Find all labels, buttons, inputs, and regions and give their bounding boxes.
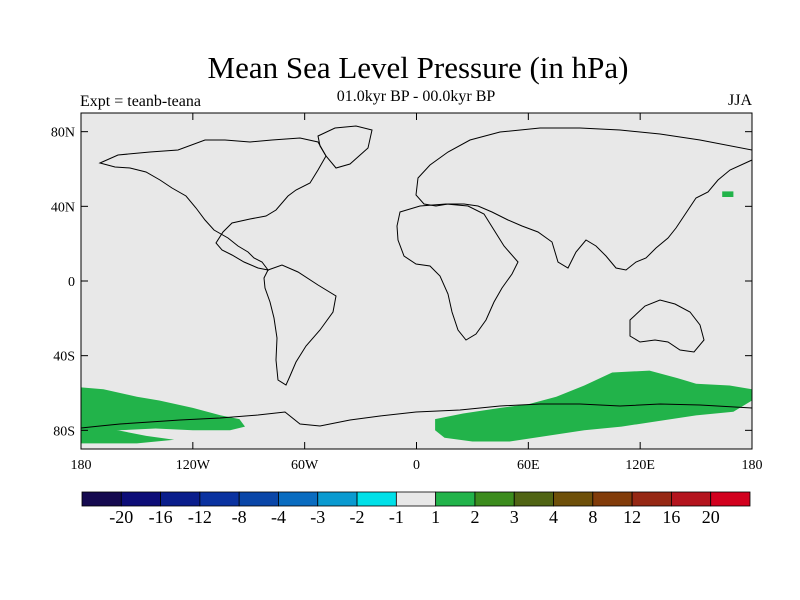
y-tick-label: 40S <box>53 350 75 365</box>
map-subtitle: 01.0kyr BP - 00.0kyr BP <box>336 88 496 105</box>
colorbar-swatch <box>356 491 397 507</box>
x-tick-label: 180 <box>71 458 92 473</box>
colorbar-swatch <box>160 491 201 507</box>
colorbar-label: 12 <box>623 507 641 527</box>
coastline-africa <box>396 203 519 341</box>
colorbar-swatch <box>631 491 672 507</box>
colorbar-label: 3 <box>510 507 519 527</box>
colorbar-swatch <box>671 491 712 507</box>
colorbar-label: 20 <box>702 507 720 527</box>
x-tick-label: 180 <box>742 458 763 473</box>
colorbar-label: -8 <box>232 507 247 527</box>
anomaly-region-north-pacific-patch <box>722 191 734 197</box>
latitude-axis: 80N 40N 0 40S 80S <box>51 126 752 439</box>
anomaly-region-antarctic-indian-sector <box>435 370 752 442</box>
colorbar-label: 8 <box>588 507 597 527</box>
colorbar-swatch <box>395 491 437 507</box>
colorbar-label: -4 <box>271 507 286 527</box>
x-tick-label: 120W <box>176 458 211 473</box>
colorbar-label: -1 <box>389 507 404 527</box>
colorbar-label: 2 <box>470 507 479 527</box>
map-title: Mean Sea Level Pressure (in hPa) <box>207 50 629 85</box>
colorbar-swatch <box>435 491 476 507</box>
y-tick-label: 80S <box>53 424 75 439</box>
colorbar-label: -12 <box>188 507 212 527</box>
experiment-label: Expt = teanb-teana <box>80 93 201 110</box>
colorbar-swatch <box>120 491 161 507</box>
colorbar-label: 16 <box>662 507 680 527</box>
colorbar-swatch <box>592 491 633 507</box>
colorbar-swatch <box>81 491 122 507</box>
y-tick-label: 40N <box>51 200 75 215</box>
colorbar-swatch <box>710 491 751 507</box>
coastline-australia <box>629 299 705 353</box>
colorbar-label: -16 <box>149 507 173 527</box>
colorbar-swatch <box>238 491 279 507</box>
longitude-axis: 180 120W 60W 0 60E 120E 180 <box>71 113 763 473</box>
colorbar-label: -2 <box>350 507 365 527</box>
colorbar-swatch <box>553 491 594 507</box>
coastline-antarctica <box>80 403 753 429</box>
colorbar-label: 4 <box>549 507 558 527</box>
coastline-eurasia <box>415 127 753 271</box>
y-tick-label: 80N <box>51 126 75 141</box>
map-panel: 80N 40N 0 40S 80S 180 120W 60W 0 60E 120E 180 <box>51 112 763 473</box>
anomaly-region-south-pacific-high-lat <box>81 387 245 431</box>
x-tick-label: 60E <box>517 458 540 473</box>
coastline-layer <box>80 125 753 429</box>
colorbar-swatch <box>513 491 554 507</box>
x-tick-label: 120E <box>625 458 655 473</box>
colorbar-swatch <box>278 491 319 507</box>
colorbar-swatch <box>474 491 515 507</box>
colorbar-swatch <box>317 491 358 507</box>
season-label: JJA <box>727 92 752 109</box>
coastline-south-america <box>263 264 337 386</box>
coastline-north-america <box>98 137 327 271</box>
x-tick-label: 0 <box>413 458 420 473</box>
colorbar-label: -20 <box>109 507 133 527</box>
x-tick-label: 60W <box>291 458 319 473</box>
colorbar-label: 1 <box>431 507 440 527</box>
y-tick-label: 0 <box>68 275 75 290</box>
colorbar-swatch <box>199 491 240 507</box>
anomaly-layer <box>81 191 752 444</box>
colorbar-label: -3 <box>310 507 325 527</box>
colorbar: -20 -16 -12 -8 -4 -3 -2 -1 1 2 3 4 8 12 16 20 <box>81 491 751 527</box>
anomaly-region-antarctic-ross-sector <box>81 424 175 444</box>
coastline-greenland <box>317 125 373 169</box>
